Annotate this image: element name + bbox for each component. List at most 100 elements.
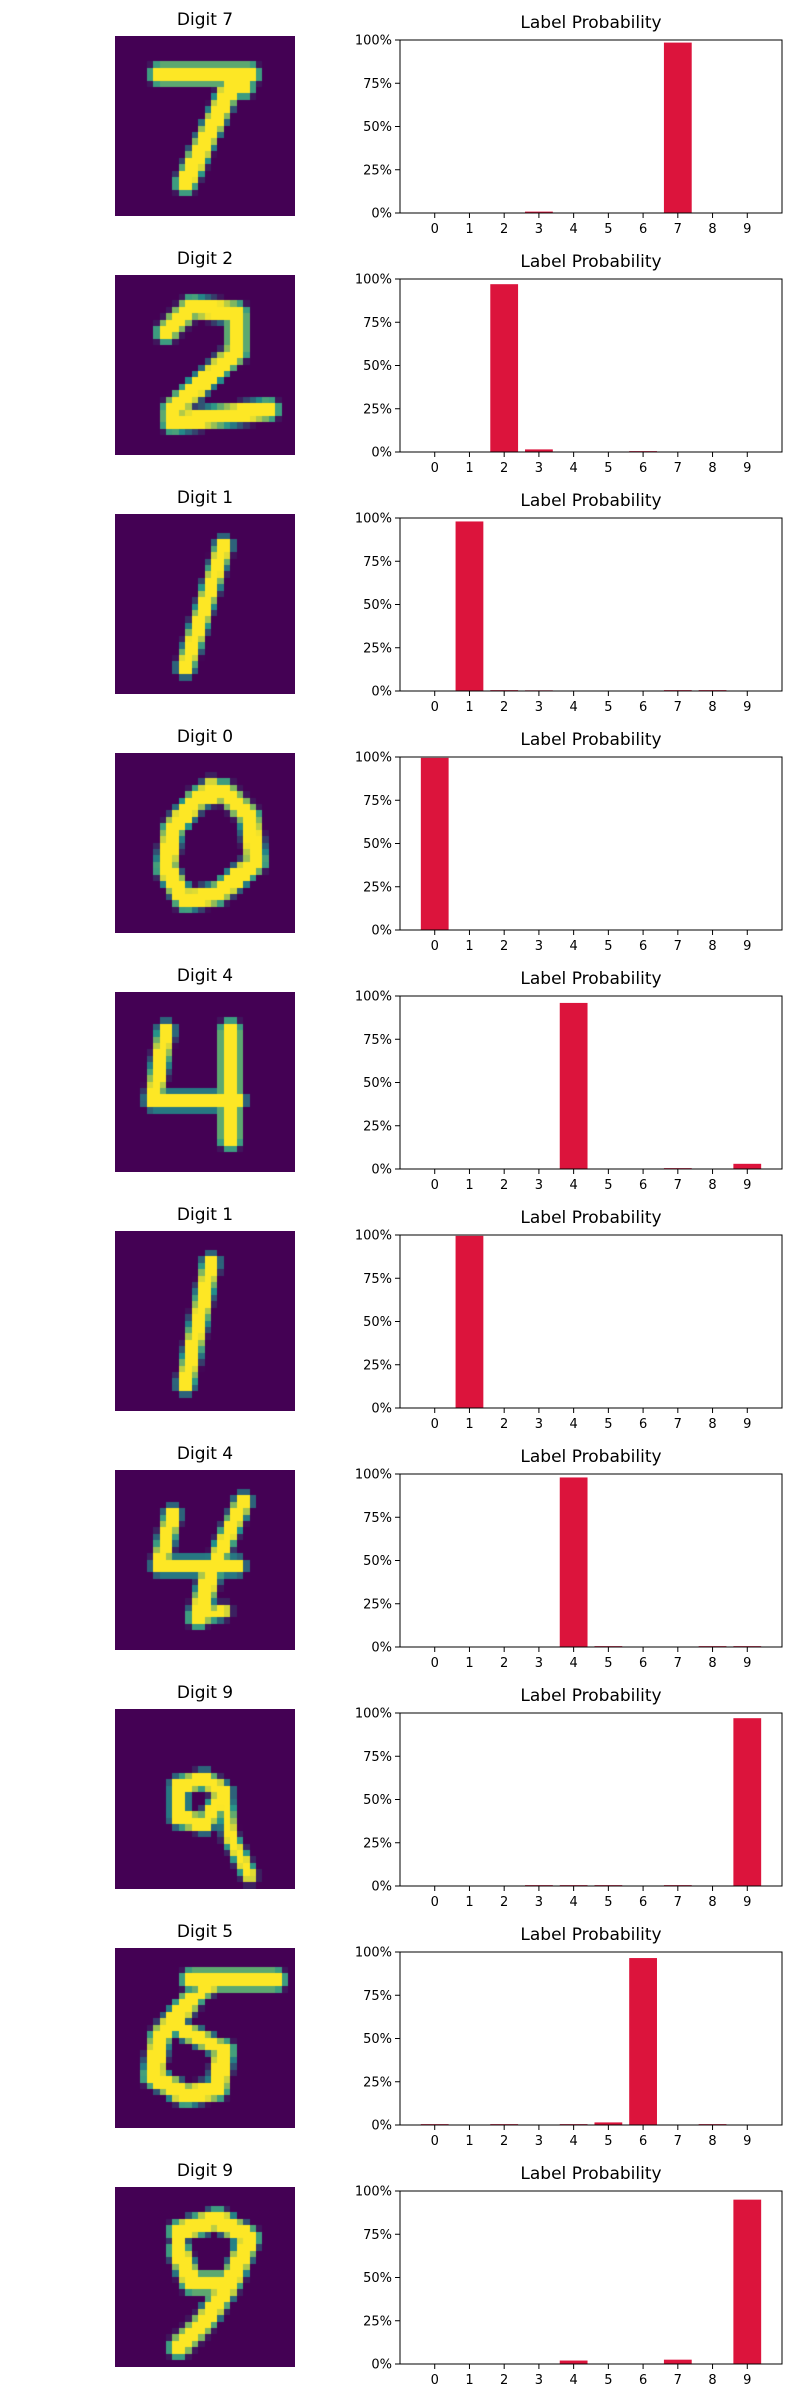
figure-row: Digit 0 Label Probability 0% 25% 50% 75% 100% 0… xyxy=(0,717,800,956)
x-tick-label: 8 xyxy=(708,461,716,476)
x-tick-label: 3 xyxy=(535,939,543,954)
chart-title: Label Probability xyxy=(520,491,661,511)
x-tick-label: 7 xyxy=(674,2373,682,2388)
digit-image xyxy=(115,1948,295,2128)
y-tick-label: 0% xyxy=(371,1402,392,1417)
x-tick-label: 5 xyxy=(604,1178,612,1193)
y-tick-label: 0% xyxy=(371,2119,392,2134)
digit-title: Digit 0 xyxy=(176,727,234,747)
probability-chart: Label Probability 0% 25% 50% 75% 100% 0 1 2 3 4 5 6 7… xyxy=(355,2164,783,2388)
y-tick-label: 100% xyxy=(355,273,392,288)
y-tick-label: 25% xyxy=(363,163,392,178)
axes-frame xyxy=(399,1951,783,2126)
y-tick-label: 50% xyxy=(363,1076,392,1091)
y-tick-label: 0% xyxy=(371,446,392,461)
x-tick-label: 6 xyxy=(639,939,647,954)
probability-chart: Label Probability 0% 25% 50% 75% 100% 0 1 2 3 4 5 6 7… xyxy=(355,252,783,476)
figure-row: Digit 9 Label Probability 0% 25% 50% 75% 100% 0… xyxy=(0,2151,800,2390)
axes-frame xyxy=(399,39,783,214)
y-tick-label: 50% xyxy=(363,2271,392,2286)
x-tick-label: 2 xyxy=(500,461,508,476)
x-tick-label: 4 xyxy=(569,2373,577,2388)
figure-row: Digit 4 Label Probability 0% 25% 50% 75% 100% 0… xyxy=(0,1434,800,1673)
x-tick-label: 9 xyxy=(743,700,751,715)
y-tick-label: 100% xyxy=(355,751,392,766)
chart-title: Label Probability xyxy=(520,1208,661,1228)
x-tick-label: 2 xyxy=(500,939,508,954)
x-tick-label: 4 xyxy=(569,461,577,476)
bar-9 xyxy=(733,1718,762,1886)
digit-image xyxy=(115,753,295,933)
chart-title: Label Probability xyxy=(520,730,661,750)
x-tick-label: 0 xyxy=(431,2373,439,2388)
bar-9 xyxy=(733,1163,762,1169)
x-tick-label: 7 xyxy=(674,700,682,715)
x-tick-label: 8 xyxy=(708,2373,716,2388)
x-tick-label: 3 xyxy=(535,461,543,476)
probability-chart: Label Probability 0% 25% 50% 75% 100% 0 1 2 3 4 5 6 7… xyxy=(355,969,783,1193)
x-tick-label: 1 xyxy=(465,2134,473,2149)
probability-chart: Label Probability 0% 25% 50% 75% 100% 0 1 2 3 4 5 6 7… xyxy=(355,1208,783,1432)
axes-frame xyxy=(399,278,783,453)
figure-row: Digit 5 Label Probability 0% 25% 50% 75% 100% 0… xyxy=(0,1912,800,2151)
x-tick-label: 7 xyxy=(674,1895,682,1910)
x-tick-label: 9 xyxy=(743,1178,751,1193)
x-tick-label: 2 xyxy=(500,1895,508,1910)
x-tick-label: 0 xyxy=(431,1417,439,1432)
y-tick-label: 75% xyxy=(363,316,392,331)
y-tick-label: 100% xyxy=(355,1468,392,1483)
figure-row: Digit 1 Label Probability 0% 25% 50% 75% 100% 0… xyxy=(0,1195,800,1434)
x-tick-label: 3 xyxy=(535,1417,543,1432)
chart-title: Label Probability xyxy=(520,1686,661,1706)
x-tick-label: 5 xyxy=(604,2134,612,2149)
y-tick-label: 25% xyxy=(363,641,392,656)
x-tick-label: 6 xyxy=(639,1656,647,1671)
bar-7 xyxy=(663,42,692,213)
x-tick-label: 6 xyxy=(639,1895,647,1910)
x-tick-label: 4 xyxy=(569,1895,577,1910)
chart-title: Label Probability xyxy=(520,1447,661,1467)
x-tick-label: 8 xyxy=(708,1417,716,1432)
x-tick-label: 9 xyxy=(743,1417,751,1432)
figure-row: Digit 1 Label Probability 0% 25% 50% 75% 100% 0… xyxy=(0,478,800,717)
figure-row: Digit 4 Label Probability 0% 25% 50% 75% 100% 0… xyxy=(0,956,800,1195)
x-tick-label: 2 xyxy=(500,1417,508,1432)
digit-image xyxy=(115,992,295,1172)
x-tick-label: 4 xyxy=(569,1178,577,1193)
x-tick-label: 0 xyxy=(431,2134,439,2149)
figure-row: Digit 9 Label Probability 0% 25% 50% 75% 100% 0… xyxy=(0,1673,800,1912)
x-tick-label: 4 xyxy=(569,1656,577,1671)
x-tick-label: 2 xyxy=(500,2134,508,2149)
x-tick-label: 7 xyxy=(674,2134,682,2149)
x-tick-label: 4 xyxy=(569,2134,577,2149)
y-tick-label: 100% xyxy=(355,990,392,1005)
x-tick-label: 6 xyxy=(639,461,647,476)
x-tick-label: 3 xyxy=(535,1178,543,1193)
y-tick-label: 0% xyxy=(371,2358,392,2373)
probability-chart: Label Probability 0% 25% 50% 75% 100% 0 1 2 3 4 5 6 7… xyxy=(355,1925,783,2149)
y-tick-label: 100% xyxy=(355,1707,392,1722)
y-tick-label: 0% xyxy=(371,1880,392,1895)
x-tick-label: 6 xyxy=(639,2134,647,2149)
x-tick-label: 5 xyxy=(604,700,612,715)
y-tick-label: 75% xyxy=(363,1272,392,1287)
y-tick-label: 50% xyxy=(363,2032,392,2047)
probability-chart: Label Probability 0% 25% 50% 75% 100% 0 1 2 3 4 5 6 7… xyxy=(355,1447,783,1671)
x-tick-label: 9 xyxy=(743,2134,751,2149)
x-tick-label: 1 xyxy=(465,1895,473,1910)
digit-title: Digit 9 xyxy=(176,1683,234,1703)
x-tick-label: 2 xyxy=(500,700,508,715)
axes-frame xyxy=(399,1473,783,1648)
x-tick-label: 6 xyxy=(639,2373,647,2388)
bar-4 xyxy=(559,1477,588,1647)
y-tick-label: 75% xyxy=(363,1033,392,1048)
y-tick-label: 0% xyxy=(371,924,392,939)
x-tick-label: 2 xyxy=(500,222,508,237)
y-tick-label: 75% xyxy=(363,2228,392,2243)
y-tick-label: 50% xyxy=(363,837,392,852)
bar-3 xyxy=(525,449,553,452)
bar-5 xyxy=(594,2122,623,2125)
digit-title: Digit 2 xyxy=(176,249,234,269)
y-tick-label: 75% xyxy=(363,555,392,570)
